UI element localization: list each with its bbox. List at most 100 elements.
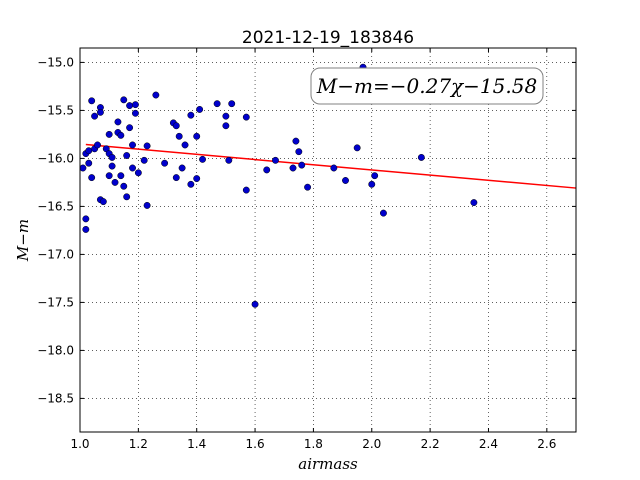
data-point (242, 113, 250, 121)
y-axis-label: M−m (14, 219, 32, 262)
data-point (187, 180, 195, 188)
fit-equation-box: M−m=−0.27χ−15.58 (310, 67, 544, 105)
data-point (161, 159, 169, 167)
plot-frame (79, 47, 577, 433)
data-point (263, 166, 271, 174)
data-point (85, 159, 93, 167)
data-point (298, 161, 306, 169)
data-point (292, 137, 300, 145)
x-axis-label: airmass (298, 455, 358, 473)
data-point (353, 144, 361, 152)
data-point (82, 225, 90, 233)
data-point (242, 186, 250, 194)
data-point (108, 162, 116, 170)
x-tick-label: 2.0 (362, 437, 381, 451)
data-point (140, 156, 148, 164)
data-point (131, 101, 139, 109)
data-point (181, 141, 189, 149)
y-tick-labels: −15.0 −15.5 −16.0 −16.5 −17.0 −17.5 −18.0 −18.5 (37, 55, 74, 405)
data-point (222, 112, 230, 120)
data-point (143, 201, 151, 209)
y-tick-label: −18.0 (37, 343, 74, 357)
data-point (172, 174, 180, 182)
x-tick-label: 1.4 (187, 437, 206, 451)
data-point (213, 100, 221, 108)
data-point (196, 105, 204, 113)
data-point (120, 96, 128, 104)
data-point (108, 153, 116, 161)
data-point (295, 148, 303, 156)
data-point (114, 118, 122, 126)
data-point (222, 122, 230, 130)
data-point (193, 175, 201, 183)
data-point (178, 164, 186, 172)
data-point (96, 108, 104, 116)
y-tick-label: −15.5 (37, 103, 74, 117)
data-point (228, 100, 236, 108)
x-tick-label: 1.0 (70, 437, 89, 451)
data-point (134, 169, 142, 177)
x-tick-label: 2.4 (479, 437, 498, 451)
data-point (88, 174, 96, 182)
grid (79, 48, 576, 432)
x-tick-label: 1.8 (304, 437, 323, 451)
x-tick-label: 1.2 (129, 437, 148, 451)
fit-equation-frame (310, 67, 544, 105)
plot-background (80, 48, 576, 432)
data-point (82, 215, 90, 223)
x-tick-label: 1.6 (246, 437, 265, 451)
data-point (126, 102, 134, 110)
data-point (152, 91, 160, 99)
y-tick-label: −16.5 (37, 199, 74, 213)
data-point (289, 164, 297, 172)
fit-equation: M−m=−0.27χ−15.58 (316, 74, 537, 98)
x-tick-label: 2.6 (537, 437, 556, 451)
data-point (111, 178, 119, 186)
y-tick-label: −17.0 (37, 247, 74, 261)
y-tick-label: −16.0 (37, 151, 74, 165)
data-point (470, 199, 478, 207)
data-point (371, 172, 379, 180)
data-point (79, 164, 87, 172)
data-point (193, 132, 201, 140)
data-point (94, 141, 101, 149)
data-point (123, 193, 131, 201)
data-point (172, 122, 180, 130)
data-point (187, 111, 195, 119)
data-point (143, 142, 151, 150)
data-point (417, 153, 425, 161)
x-tick-labels: 1.0 1.2 1.4 1.6 1.8 2.0 2.2 2.4 2.6 (70, 437, 556, 451)
data-point (91, 112, 99, 120)
points-layer (79, 63, 478, 308)
data-point (99, 198, 107, 206)
data-point (117, 172, 125, 180)
data-point (225, 156, 233, 164)
data-point (251, 300, 259, 308)
y-tick-label: −15.0 (37, 55, 74, 69)
data-point (129, 164, 136, 172)
data-point (120, 182, 128, 190)
data-point (105, 172, 113, 180)
data-point (126, 124, 134, 132)
data-point (304, 183, 312, 191)
y-tick-label: −18.5 (37, 391, 74, 405)
data-point (330, 164, 338, 172)
data-point (131, 109, 139, 117)
data-point (129, 141, 136, 149)
x-tick-label: 2.2 (421, 437, 440, 451)
data-point (123, 152, 131, 159)
data-point (368, 180, 376, 188)
data-point (88, 97, 96, 105)
data-point (105, 130, 113, 138)
chart-title: 2021-12-19_183846 (242, 28, 414, 48)
data-point (85, 147, 93, 155)
data-point (199, 155, 206, 163)
data-point (342, 177, 349, 184)
data-point (175, 132, 183, 140)
data-point (272, 156, 279, 164)
data-point (117, 131, 125, 139)
data-point (379, 209, 387, 217)
y-tick-label: −17.5 (37, 295, 74, 309)
ticks (79, 48, 576, 432)
